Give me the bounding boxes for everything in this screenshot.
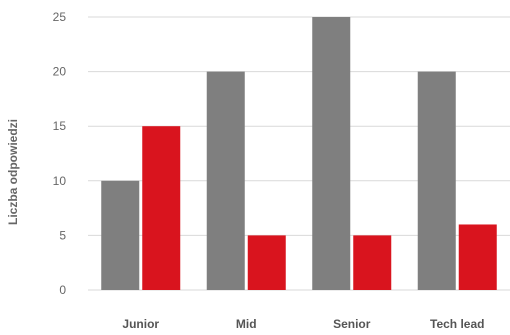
bar-tech-lead-series-2: [458, 224, 497, 290]
bar-senior-series-2: [353, 235, 392, 290]
x-category-label: Tech lead: [430, 317, 484, 331]
x-category-label: Mid: [236, 317, 257, 331]
bar-senior-series-1: [312, 17, 351, 290]
bar-junior-series-2: [142, 126, 181, 290]
bar-mid-series-1: [206, 71, 245, 290]
y-axis-title: Liczba odpowiedzi: [6, 119, 20, 225]
bars: [101, 17, 497, 290]
y-axis-ticks: 0 5 10 15 20 25: [53, 10, 67, 297]
y-tick-label: 25: [53, 10, 67, 24]
x-axis-labels: Junior Mid Senior Tech lead: [122, 317, 484, 331]
y-tick-label: 10: [53, 174, 67, 188]
y-tick-label: 20: [53, 65, 67, 79]
x-category-label: Senior: [333, 317, 371, 331]
bar-junior-series-1: [101, 180, 140, 290]
bar-tech-lead-series-1: [417, 71, 456, 290]
y-tick-label: 15: [53, 119, 67, 133]
y-tick-label: 0: [59, 283, 66, 297]
y-tick-label: 5: [59, 228, 66, 242]
bar-mid-series-2: [247, 235, 286, 290]
x-category-label: Junior: [122, 317, 159, 331]
